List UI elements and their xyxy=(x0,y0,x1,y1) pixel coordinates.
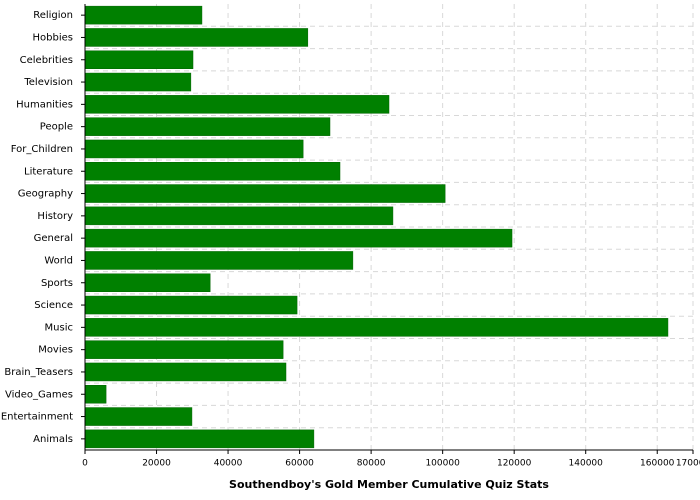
x-tick-label: 170000 xyxy=(676,459,700,469)
bar xyxy=(84,95,390,114)
bar xyxy=(84,139,304,159)
bar xyxy=(84,184,446,203)
bar xyxy=(84,206,394,226)
bar xyxy=(84,385,107,404)
y-tick-label: Religion xyxy=(33,10,73,21)
bar xyxy=(84,429,315,449)
y-tick-label: Literature xyxy=(24,166,73,177)
y-tick-label: Animals xyxy=(33,434,73,445)
y-tick-label: History xyxy=(37,211,73,222)
x-tick-label: 120000 xyxy=(497,459,532,469)
y-tick-label: Hobbies xyxy=(33,32,73,43)
bar xyxy=(84,273,211,292)
y-tick-label: Geography xyxy=(18,189,73,200)
x-tick-label: 0 xyxy=(82,459,88,469)
bar xyxy=(84,318,669,337)
y-tick-label: Entertainment xyxy=(1,412,73,423)
y-tick-label: Video_Games xyxy=(5,389,73,400)
bar xyxy=(84,72,192,92)
y-tick-label: Television xyxy=(23,77,73,88)
bar xyxy=(84,407,193,426)
x-tick-label: 20000 xyxy=(142,459,171,469)
bar xyxy=(84,340,284,359)
y-tick-label: People xyxy=(40,122,73,133)
bar xyxy=(84,295,298,315)
y-tick-label: For_Children xyxy=(11,144,73,155)
x-tick-label: 80000 xyxy=(357,459,386,469)
bar xyxy=(84,162,341,181)
x-tick-label: 140000 xyxy=(569,459,604,469)
bar xyxy=(84,50,194,69)
bar xyxy=(84,251,354,270)
y-tick-label: General xyxy=(34,233,73,244)
y-tick-label: Brain_Teasers xyxy=(4,367,73,378)
bar xyxy=(84,28,309,47)
y-tick-label: Movies xyxy=(38,345,73,356)
bar xyxy=(84,362,287,382)
y-tick-label: Sports xyxy=(41,278,73,289)
y-tick-label: Celebrities xyxy=(20,55,73,66)
x-tick-label: 100000 xyxy=(425,459,460,469)
x-tick-label: 40000 xyxy=(214,459,243,469)
bar xyxy=(84,117,331,136)
y-tick-label: World xyxy=(44,255,73,266)
y-tick-label: Humanities xyxy=(16,99,73,110)
x-axis-label: Southendboy's Gold Member Cumulative Qui… xyxy=(229,478,549,491)
x-tick-label: 60000 xyxy=(285,459,314,469)
x-tick-label: 160000 xyxy=(640,459,675,469)
y-tick-label: Science xyxy=(34,300,73,311)
bar xyxy=(84,228,513,248)
bar xyxy=(84,5,203,25)
y-tick-label: Music xyxy=(45,322,73,333)
